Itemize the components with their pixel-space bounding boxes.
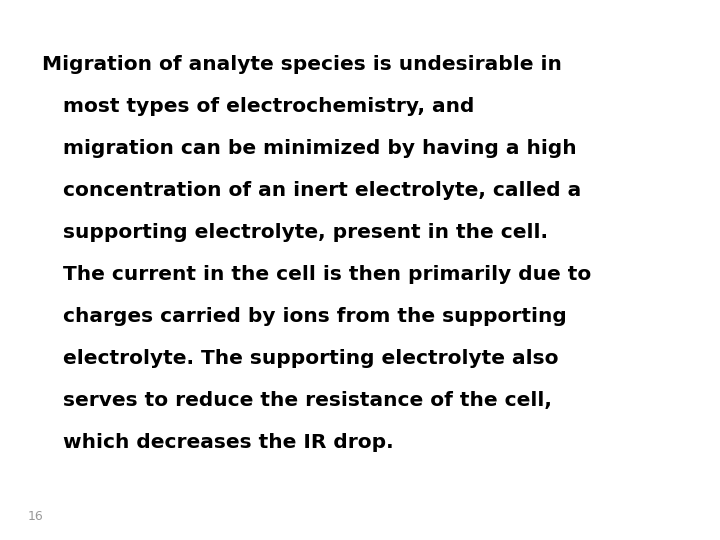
- Text: most types of electrochemistry, and: most types of electrochemistry, and: [42, 97, 474, 116]
- Text: Migration of analyte species is undesirable in: Migration of analyte species is undesira…: [42, 55, 562, 74]
- Text: The current in the cell is then primarily due to: The current in the cell is then primaril…: [42, 265, 591, 284]
- Text: migration can be minimized by having a high: migration can be minimized by having a h…: [42, 139, 577, 158]
- Text: electrolyte. The supporting electrolyte also: electrolyte. The supporting electrolyte …: [42, 349, 559, 368]
- Text: which decreases the IR drop.: which decreases the IR drop.: [42, 433, 394, 452]
- Text: concentration of an inert electrolyte, called a: concentration of an inert electrolyte, c…: [42, 181, 581, 200]
- Text: supporting electrolyte, present in the cell.: supporting electrolyte, present in the c…: [42, 223, 548, 242]
- Text: charges carried by ions from the supporting: charges carried by ions from the support…: [42, 307, 567, 326]
- Text: 16: 16: [28, 510, 44, 523]
- Text: serves to reduce the resistance of the cell,: serves to reduce the resistance of the c…: [42, 391, 552, 410]
